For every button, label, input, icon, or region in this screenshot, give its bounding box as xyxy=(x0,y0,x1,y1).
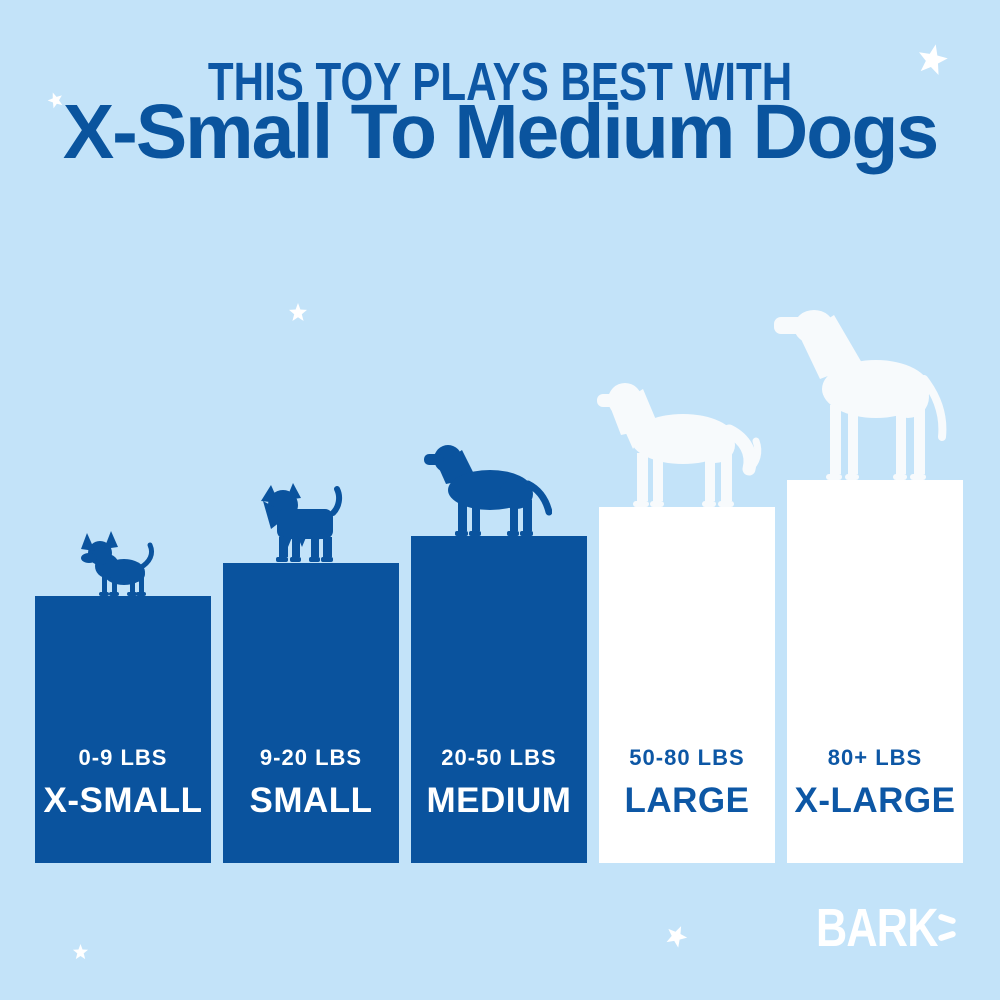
bar-x-small: 0-9 LBS X-SMALL xyxy=(35,596,211,863)
weight-range-label: 0-9 LBS xyxy=(78,745,168,770)
star-icon xyxy=(913,41,952,78)
size-name-label: SMALL xyxy=(249,781,373,820)
bar-label-group: 20-50 LBS MEDIUM xyxy=(411,745,587,821)
bar-label-group: 9-20 LBS SMALL xyxy=(223,745,399,821)
star-icon xyxy=(661,921,691,951)
bar-x-large: 80+ LBS X-LARGE xyxy=(787,480,963,863)
title-line2: X-Small To Medium Dogs xyxy=(62,89,939,175)
star-icon xyxy=(45,90,66,111)
labrador-silhouette-icon xyxy=(424,438,553,536)
weight-range-label: 80+ LBS xyxy=(827,745,923,770)
bar-medium: 20-50 LBS MEDIUM xyxy=(411,536,587,863)
weight-range-label: 20-50 LBS xyxy=(441,745,557,770)
bar-label-group: 0-9 LBS X-SMALL xyxy=(35,745,211,821)
bark-logo: BARK xyxy=(816,898,938,958)
bar-label-group: 50-80 LBS LARGE xyxy=(599,745,775,821)
weight-range-label: 50-80 LBS xyxy=(629,745,745,770)
weight-range-label: 9-20 LBS xyxy=(259,745,363,770)
golden-retriever-silhouette-icon xyxy=(595,375,763,507)
bar-large: 50-80 LBS LARGE xyxy=(599,507,775,863)
size-name-label: X-LARGE xyxy=(794,781,956,820)
bar-small: 9-20 LBS SMALL xyxy=(223,563,399,863)
terrier-silhouette-icon xyxy=(259,483,345,563)
star-icon xyxy=(288,303,308,322)
chihuahua-silhouette-icon xyxy=(80,530,156,596)
size-name-label: LARGE xyxy=(624,781,750,820)
size-name-label: MEDIUM xyxy=(426,781,572,820)
great-dane-silhouette-icon xyxy=(774,305,954,480)
size-name-label: X-SMALL xyxy=(43,781,203,820)
title-line1: THIS TOY PLAYS BEST WITH xyxy=(207,52,793,112)
bar-label-group: 80+ LBS X-LARGE xyxy=(787,745,963,821)
star-icon xyxy=(72,944,89,960)
bark-sound-marks-icon xyxy=(934,912,960,944)
